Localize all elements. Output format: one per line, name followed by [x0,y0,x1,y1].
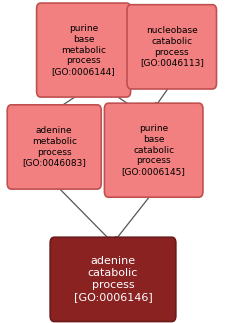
FancyBboxPatch shape [50,237,175,321]
Text: adenine
catabolic
process
[GO:0006146]: adenine catabolic process [GO:0006146] [73,256,152,302]
Text: nucleobase
catabolic
process
[GO:0046113]: nucleobase catabolic process [GO:0046113… [139,26,203,68]
FancyBboxPatch shape [104,103,202,197]
FancyBboxPatch shape [36,3,130,97]
Text: purine
base
catabolic
process
[GO:0006145]: purine base catabolic process [GO:000614… [121,124,185,176]
Text: adenine
metabolic
process
[GO:0046083]: adenine metabolic process [GO:0046083] [22,126,86,168]
Text: purine
base
metabolic
process
[GO:0006144]: purine base metabolic process [GO:000614… [52,24,115,76]
FancyBboxPatch shape [126,5,216,89]
FancyBboxPatch shape [7,105,101,189]
